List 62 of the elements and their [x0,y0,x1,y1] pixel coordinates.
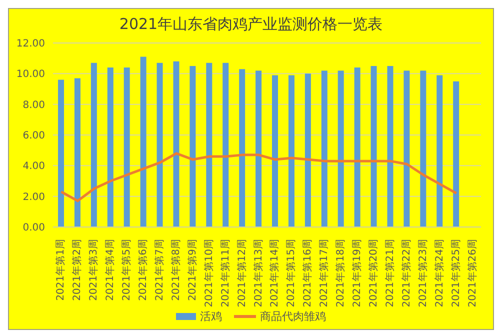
bar [420,70,426,227]
y-tick-label: 10.00 [16,69,45,80]
bar [370,66,377,227]
legend-label: 活鸡 [199,309,222,324]
bar [190,66,196,227]
y-tick-label: 4.00 [22,161,45,172]
bar [206,62,212,227]
y-tick-label: 12.00 [16,38,45,50]
y-tick-label: 8.00 [22,100,45,111]
bar [404,70,410,227]
bar [288,75,294,227]
x-tick-label: 2021年第18周 [334,239,347,308]
x-tick-label: 2021年第9周 [186,239,198,301]
x-tick-label: 2021年第1周 [54,239,67,301]
bar [321,70,328,227]
bar [156,62,163,227]
bar [107,68,114,227]
x-tick-label: 2021年第24周 [433,239,446,308]
x-tick-label: 2021年第23周 [416,239,429,308]
x-tick-label: 2021年第10周 [202,239,215,308]
x-tick-label: 2021年第17周 [318,239,330,308]
x-tick-label: 2021年第2周 [71,239,84,301]
x-tick-label: 2021年第22周 [400,239,412,308]
x-tick-label: 2021年第13周 [252,239,264,308]
y-tick-label: 0.00 [22,222,45,234]
bar [124,68,130,227]
bar [304,74,311,227]
bar [239,69,246,227]
x-tick-label: 2021年第21周 [384,239,396,308]
x-tick-label: 2021年第3周 [88,239,100,301]
bar [387,66,394,227]
x-tick-label: 2021年第25周 [450,239,462,308]
x-tick-label: 2021年第5周 [120,239,133,301]
x-tick-label: 2021年第4周 [104,239,116,301]
x-tick-label: 2021年第14周 [268,239,281,308]
bar [222,62,229,227]
x-tick-label: 2021年第15周 [285,239,298,308]
bar [140,56,146,227]
bar [453,81,460,227]
bar [256,70,262,227]
x-tick-label: 2021年第20周 [368,239,380,308]
legend-label: 商品代肉雏鸡 [259,309,326,324]
bar [272,75,278,227]
x-tick-label: 2021年第19周 [351,239,364,308]
chart-title: 2021年山东省肉鸡产业监测价格一览表 [118,14,384,35]
bar [354,68,360,227]
x-tick-label: 2021年第7周 [154,239,166,301]
y-tick-label: 2.00 [22,192,45,203]
x-tick-label: 2021年第12周 [236,239,248,308]
x-tick-label: 2021年第8周 [170,239,182,301]
bar [436,75,443,227]
bar [173,61,180,227]
x-tick-label: 2021年第16周 [302,239,314,308]
line-series [60,152,458,202]
bar [58,80,64,227]
x-tick-label: 2021年第11周 [219,239,232,308]
bar [90,62,97,227]
y-tick-label: 6.00 [22,130,45,142]
bar [74,78,80,227]
x-tick-label: 2021年第26周 [466,239,478,308]
bar [338,70,344,227]
x-tick-label: 2021年第6周 [137,239,150,301]
